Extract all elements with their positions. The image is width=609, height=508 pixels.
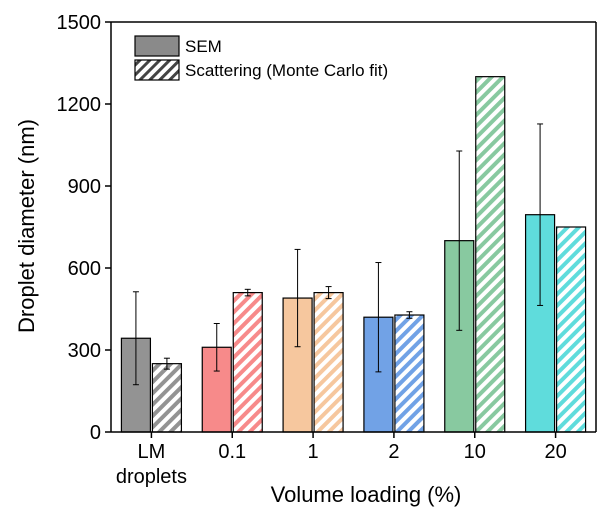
- x-tick-label-1: 0.1: [218, 441, 246, 463]
- x-tick-group: LM droplets 0.1 1 2 10 20: [116, 432, 567, 488]
- x-axis-label: Volume loading (%): [271, 482, 462, 507]
- y-tick-group: 0 300 600 900 1200 1500: [57, 12, 111, 444]
- axes: [110, 21, 597, 433]
- x-tick-label-5: 20: [544, 441, 566, 463]
- bar-sem-3: [363, 316, 394, 433]
- error-bar-group: [132, 123, 544, 386]
- x-tick-label-2: 1: [308, 441, 319, 463]
- x-tick-label-0-line2: droplets: [116, 466, 187, 488]
- legend-swatch-1: [134, 59, 180, 81]
- legend-label-1: Scattering (Monte Carlo fit): [185, 61, 388, 80]
- bar-scattering-0: [151, 363, 183, 433]
- y-axis-label: Droplet diameter (nm): [14, 119, 39, 333]
- y-tick-label-3: 900: [68, 176, 101, 198]
- legend: SEM Scattering (Monte Carlo fit): [134, 35, 388, 81]
- bar-scattering-4: [475, 76, 506, 433]
- legend-label-0: SEM: [185, 37, 222, 56]
- legend-swatch-0: [134, 35, 180, 57]
- x-tick-label-3: 2: [388, 441, 399, 463]
- bar-scattering-2: [313, 292, 344, 433]
- bar-scattering-5: [555, 226, 587, 433]
- bar-scattering-1: [232, 292, 263, 433]
- x-tick-label-0: LM: [138, 441, 166, 463]
- x-tick-label-4: 10: [464, 441, 486, 463]
- y-tick-label-0: 0: [90, 422, 101, 444]
- y-tick-label-4: 1200: [57, 94, 102, 116]
- y-tick-label-1: 300: [68, 340, 101, 362]
- y-tick-label-2: 600: [68, 258, 101, 280]
- y-tick-label-5: 1500: [57, 12, 102, 34]
- bar-scattering-3: [394, 314, 425, 433]
- bar-group: [120, 76, 587, 433]
